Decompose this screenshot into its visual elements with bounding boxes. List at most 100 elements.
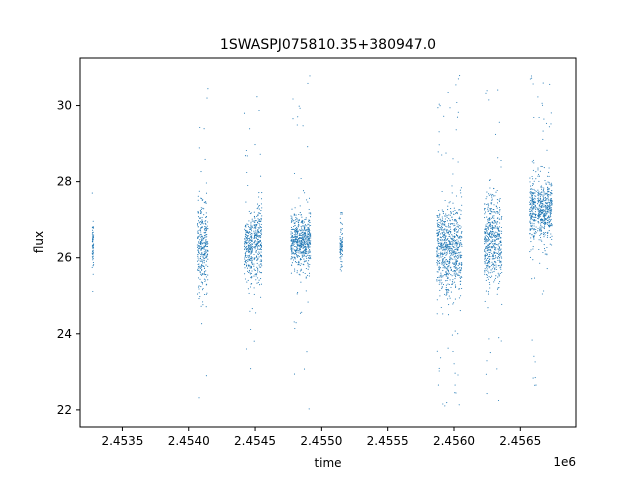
data-point bbox=[249, 227, 251, 229]
data-point bbox=[200, 242, 202, 244]
data-point bbox=[261, 259, 263, 261]
data-point bbox=[250, 253, 252, 255]
data-point bbox=[531, 210, 533, 213]
data-point bbox=[544, 250, 546, 252]
data-point bbox=[534, 377, 536, 379]
data-point bbox=[92, 226, 94, 228]
data-point bbox=[340, 228, 342, 230]
data-point bbox=[452, 350, 454, 353]
data-point bbox=[541, 188, 543, 190]
data-point bbox=[308, 272, 311, 274]
data-point bbox=[340, 222, 342, 224]
data-point bbox=[199, 252, 201, 254]
data-point bbox=[487, 208, 489, 210]
data-point bbox=[444, 262, 447, 264]
data-point bbox=[244, 240, 246, 242]
data-point bbox=[256, 266, 258, 268]
data-point bbox=[546, 207, 549, 209]
data-point bbox=[451, 250, 453, 252]
data-point bbox=[306, 241, 308, 243]
data-point bbox=[492, 266, 494, 268]
data-point bbox=[200, 243, 202, 245]
data-point bbox=[244, 229, 246, 232]
data-point bbox=[543, 193, 545, 195]
data-point bbox=[458, 217, 460, 219]
data-point bbox=[544, 180, 546, 182]
data-point bbox=[310, 212, 312, 214]
data-point bbox=[302, 252, 304, 254]
data-point bbox=[491, 261, 493, 263]
data-point bbox=[200, 207, 202, 209]
data-point bbox=[438, 230, 441, 232]
data-point bbox=[500, 166, 502, 168]
data-point bbox=[260, 245, 262, 247]
data-point bbox=[294, 207, 296, 209]
data-point bbox=[458, 252, 460, 254]
data-point bbox=[253, 221, 255, 223]
data-point bbox=[308, 257, 310, 259]
data-point bbox=[256, 246, 259, 248]
data-point bbox=[543, 232, 545, 234]
data-point bbox=[491, 258, 493, 260]
data-point bbox=[494, 232, 496, 234]
data-point bbox=[305, 238, 307, 240]
data-point bbox=[291, 242, 293, 244]
data-point bbox=[459, 283, 462, 285]
data-point bbox=[198, 242, 200, 244]
data-point bbox=[497, 257, 499, 260]
data-point bbox=[290, 245, 292, 247]
data-point bbox=[257, 220, 259, 222]
data-point bbox=[297, 242, 299, 244]
data-point bbox=[530, 191, 532, 193]
data-point bbox=[258, 264, 260, 266]
data-point bbox=[244, 155, 247, 157]
data-point bbox=[543, 187, 545, 189]
data-point bbox=[439, 245, 441, 247]
data-point bbox=[246, 235, 248, 237]
data-point bbox=[249, 272, 251, 274]
data-point bbox=[439, 233, 442, 235]
data-point bbox=[487, 261, 489, 264]
data-point bbox=[535, 228, 537, 231]
data-point bbox=[205, 306, 207, 308]
data-point bbox=[438, 209, 440, 212]
data-point bbox=[543, 248, 546, 250]
data-point bbox=[458, 226, 460, 228]
data-point bbox=[549, 202, 551, 204]
data-point bbox=[197, 195, 199, 197]
data-point bbox=[254, 144, 256, 146]
data-point bbox=[492, 211, 494, 213]
data-point bbox=[196, 224, 199, 226]
data-point bbox=[456, 211, 458, 213]
data-point bbox=[297, 233, 299, 235]
data-point bbox=[257, 207, 259, 209]
data-point bbox=[494, 242, 496, 244]
data-point bbox=[251, 262, 253, 264]
data-point bbox=[205, 227, 207, 229]
data-point bbox=[547, 205, 549, 207]
data-point bbox=[487, 221, 490, 223]
data-point bbox=[340, 212, 342, 214]
data-point bbox=[539, 197, 541, 199]
data-point bbox=[459, 262, 461, 264]
data-point bbox=[438, 269, 440, 271]
data-point bbox=[298, 255, 300, 257]
data-point bbox=[500, 253, 502, 255]
data-point bbox=[245, 231, 247, 233]
data-point bbox=[501, 230, 503, 232]
data-point bbox=[253, 230, 255, 232]
data-point bbox=[459, 277, 462, 279]
data-point bbox=[308, 219, 310, 221]
data-point bbox=[246, 239, 248, 242]
data-point bbox=[92, 290, 94, 293]
data-point bbox=[445, 254, 447, 256]
data-point bbox=[256, 245, 258, 247]
data-point bbox=[310, 213, 312, 215]
data-point bbox=[550, 218, 552, 220]
data-point bbox=[487, 244, 489, 246]
data-point bbox=[454, 230, 456, 232]
data-point bbox=[453, 207, 455, 209]
data-point bbox=[92, 251, 94, 253]
data-point bbox=[449, 279, 451, 281]
data-point bbox=[489, 224, 491, 226]
